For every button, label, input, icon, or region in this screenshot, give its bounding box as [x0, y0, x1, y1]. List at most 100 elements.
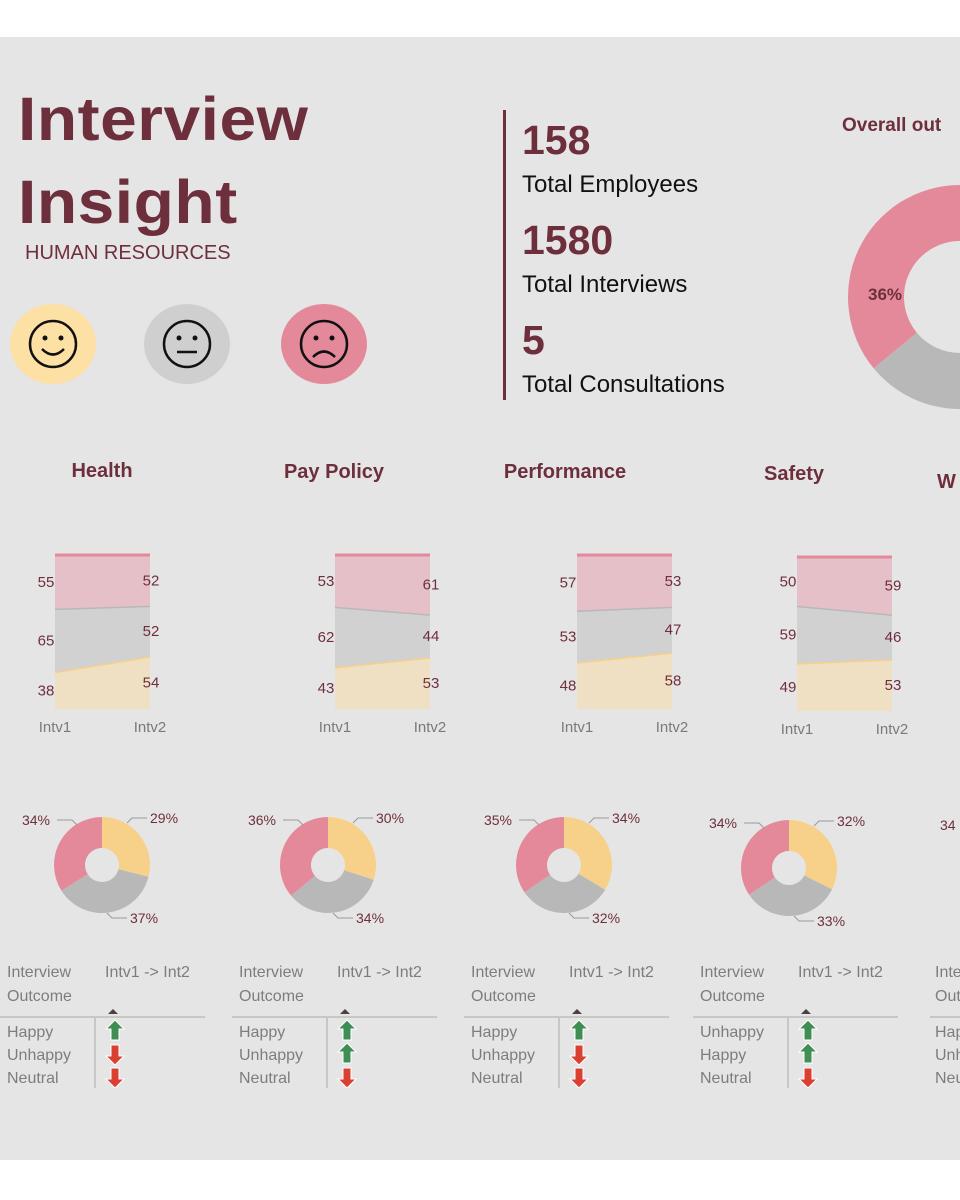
table-row-label: Happy: [700, 1047, 746, 1064]
area-value-label: 58: [665, 673, 682, 690]
table-row-label: Unhappy: [700, 1024, 764, 1041]
arrow-down-icon: [104, 1067, 126, 1089]
topic-panel-3: Safety 49 53 59 46 50 59 Intv1 Intv2 34% 32% 33% Int…: [693, 463, 908, 1089]
partial-table-text: Neu: [935, 1070, 960, 1087]
arrow-up-icon: [797, 1019, 819, 1041]
kpi-interviews-label: Total Interviews: [522, 271, 688, 298]
arrow-down-icon: [568, 1067, 590, 1089]
donut-neutral-slice: [291, 870, 374, 914]
overall-unhappy-slice: [848, 185, 960, 369]
table-row-label: Neutral: [471, 1070, 523, 1087]
unhappy-area: [55, 554, 150, 609]
arrow-down-icon: [568, 1044, 590, 1066]
donut-unhappy-slice: [279, 817, 328, 896]
panel-title: Performance: [504, 461, 626, 483]
neutral-area: [335, 606, 430, 668]
donut-happy-label: 30%: [376, 810, 404, 826]
table-row-label: Neutral: [239, 1070, 291, 1087]
area-value-label: 53: [560, 628, 577, 645]
overall-unhappy-label: 36%: [868, 285, 902, 304]
donut-unhappy-slice: [516, 817, 564, 893]
area-value-label: 55: [38, 574, 55, 591]
neutral-face-icon: [144, 304, 230, 384]
area-value-label: 49: [780, 679, 797, 696]
unhappy-area: [335, 554, 430, 615]
x-tick-label: Intv1: [781, 721, 814, 738]
kpi-divider: [503, 110, 506, 400]
donut-unhappy-slice: [53, 817, 102, 891]
area-value-label: 65: [38, 632, 55, 649]
neutral-area: [55, 605, 150, 672]
neutral-area: [577, 606, 672, 663]
donut-neutral-label: 37%: [130, 910, 158, 926]
sort-indicator-icon: [340, 1009, 350, 1014]
page-subtitle: HUMAN RESOURCES: [25, 242, 231, 264]
donut-happy-label: 32%: [837, 813, 865, 829]
table-row-label: Neutral: [700, 1070, 752, 1087]
area-value-label: 52: [143, 572, 160, 589]
donut-neutral-label: 32%: [592, 910, 620, 926]
area-value-label: 50: [780, 573, 797, 590]
partial-table-text: Hap: [935, 1024, 960, 1041]
arrow-down-icon: [336, 1067, 358, 1089]
area-value-label: 59: [780, 626, 797, 643]
arrow-up-icon: [104, 1019, 126, 1041]
table-header-interview: Interview: [7, 964, 71, 981]
donut-happy-label: 29%: [150, 810, 178, 826]
donut-happy-slice: [564, 817, 613, 890]
area-value-label: 46: [885, 629, 902, 646]
table-header-interview: Interview: [700, 964, 764, 981]
arrow-down-icon: [104, 1044, 126, 1066]
donut-happy-slice: [102, 817, 151, 877]
partial-table-text: Inte: [935, 964, 960, 981]
donut-happy-slice: [328, 817, 376, 880]
partial-donut-label: 34: [940, 817, 956, 833]
x-tick-label: Intv1: [39, 719, 72, 736]
kpi-employees-label: Total Employees: [522, 171, 699, 198]
panel-title: Safety: [764, 463, 825, 485]
donut-neutral-slice: [749, 875, 833, 916]
donut-unhappy-label: 36%: [248, 812, 276, 828]
happy-area: [335, 657, 430, 709]
table-row-label: Unhappy: [7, 1047, 71, 1064]
area-value-label: 59: [885, 578, 902, 595]
unhappy-area: [797, 556, 892, 615]
partial-table-text: Out: [935, 988, 960, 1005]
page-title-line2: Insight: [18, 168, 238, 236]
area-value-label: 53: [665, 573, 682, 590]
kpi-interviews-value: 1580: [522, 217, 614, 263]
donut-unhappy-label: 34%: [22, 812, 50, 828]
partial-panel-title: W: [937, 471, 956, 493]
area-value-label: 52: [143, 623, 160, 640]
overall-neutral-slice: [873, 332, 960, 409]
x-tick-label: Intv1: [319, 719, 352, 736]
unhappy-area: [577, 554, 672, 611]
arrow-up-icon: [336, 1019, 358, 1041]
x-tick-label: Intv2: [414, 719, 447, 736]
topic-panel-0: Health 38 54 65 52 55 52 Intv1 Intv2 34% 29% 37% Int…: [0, 460, 205, 1089]
table-row-label: Happy: [471, 1024, 517, 1041]
table-header-outcome: Outcome: [239, 988, 304, 1005]
arrow-up-icon: [568, 1019, 590, 1041]
table-header-change: Intv1 -> Int2: [569, 964, 654, 981]
kpi-consultations-label: Total Consultations: [522, 371, 725, 398]
sort-indicator-icon: [572, 1009, 582, 1014]
area-value-label: 62: [318, 629, 335, 646]
area-value-label: 43: [318, 680, 335, 697]
table-header-change: Intv1 -> Int2: [337, 964, 422, 981]
table-row-label: Unhappy: [239, 1047, 303, 1064]
happy-area: [577, 652, 672, 709]
x-tick-label: Intv2: [134, 719, 167, 736]
dashboard-canvas: Interview Insight HUMAN RESOURCES 158 To…: [0, 37, 960, 1160]
table-row-label: Happy: [7, 1024, 53, 1041]
area-value-label: 57: [560, 575, 577, 592]
happy-area: [797, 659, 892, 711]
page-title-line1: Interview: [18, 85, 309, 153]
table-header-change: Intv1 -> Int2: [798, 964, 883, 981]
table-row-label: Neutral: [7, 1070, 59, 1087]
table-header-outcome: Outcome: [700, 988, 765, 1005]
overall-outcome-title: Overall out: [842, 115, 942, 136]
topic-panel-partial: W 34 Inte Out Hap Unh Neu: [930, 471, 960, 1087]
arrow-up-icon: [336, 1042, 358, 1064]
donut-neutral-slice: [524, 873, 606, 913]
